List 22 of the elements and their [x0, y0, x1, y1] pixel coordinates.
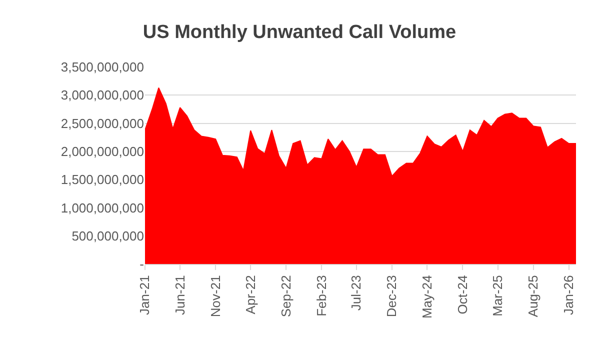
- chart-title: US Monthly Unwanted Call Volume: [142, 22, 456, 43]
- x-tick-label: Apr-22: [242, 275, 258, 314]
- x-tick-label: Nov-21: [208, 275, 223, 318]
- x-tick-label: Oct-24: [454, 275, 470, 314]
- y-tick-label: 2,000,000,000: [60, 144, 144, 159]
- x-tick-label: Sep-22: [278, 275, 294, 318]
- x-tick-label: Jan-26: [561, 275, 576, 315]
- x-tick-label: Dec-23: [384, 275, 400, 318]
- y-tick-label: 1,000,000,000: [60, 200, 144, 216]
- x-tick-label: Mar-25: [490, 275, 506, 316]
- x-tick-label: May-24: [419, 275, 434, 319]
- x-tick-label: Jan-21: [137, 275, 152, 315]
- x-tick-label: Jun-21: [172, 275, 188, 315]
- y-tick-label: 3,500,000,000: [60, 60, 144, 75]
- x-tick-label: Jul-23: [348, 275, 364, 311]
- y-tick-label: 3,000,000,000: [60, 88, 144, 103]
- y-tick-label: -: [140, 256, 144, 272]
- y-tick-label: 500,000,000: [72, 228, 144, 244]
- x-tick-label: Feb-23: [314, 275, 329, 316]
- y-tick-label: 2,500,000,000: [60, 116, 144, 131]
- y-tick-label: 1,500,000,000: [60, 172, 144, 188]
- x-tick-label: Aug-25: [526, 275, 541, 318]
